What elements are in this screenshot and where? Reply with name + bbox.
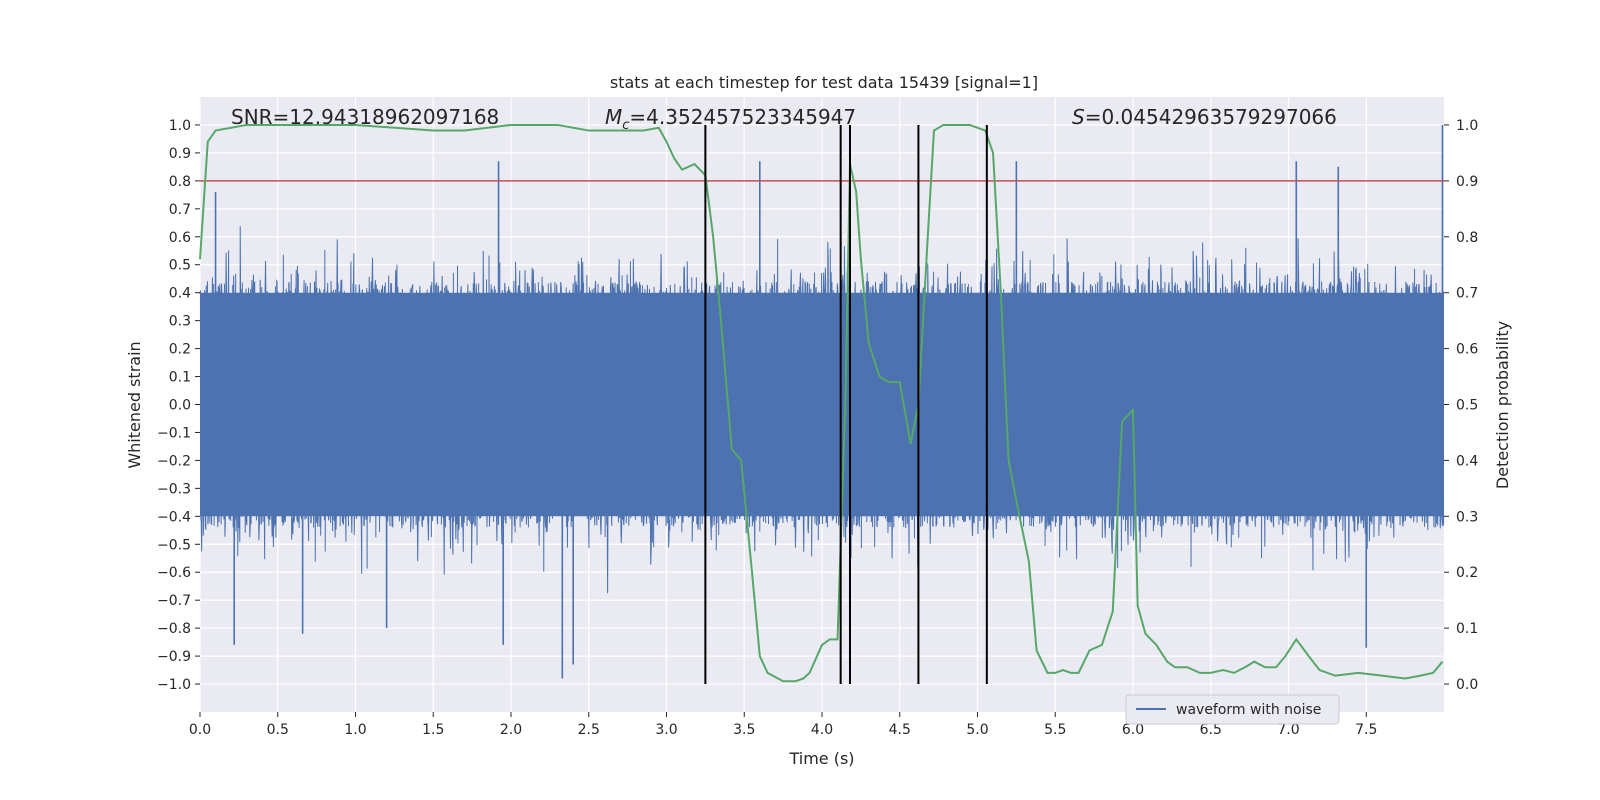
right-y-tick-label-0: 1.0 (1456, 118, 1478, 134)
left-y-tick-label-0: 1.0 (169, 118, 191, 134)
chart-title: stats at each timestep for test data 154… (610, 73, 1038, 92)
left-y-tick-label-12: −0.2 (157, 453, 191, 469)
left-y-tick-label-7: 0.3 (169, 314, 191, 330)
waveform-trace (199, 226, 1445, 594)
right-y-axis-ticks: 1.0 0.9 0.8 0.7 0.6 0.5 0.4 0.3 0.2 0.1 0.0 (1444, 118, 1478, 693)
left-y-tick-label-2: 0.8 (169, 174, 191, 190)
left-y-axis-label: Whitened strain (125, 341, 144, 468)
left-y-tick-label-10: 0.0 (169, 398, 191, 414)
chirp-mass-symbol: M (605, 105, 622, 129)
x-tick-label-3: 1.5 (422, 722, 444, 738)
s-annotation: S=0.04542963579297066 (1072, 105, 1337, 129)
right-y-tick-label-5: 0.5 (1456, 398, 1478, 414)
x-tick-label-5: 2.5 (578, 722, 600, 738)
right-y-tick-label-1: 0.9 (1456, 174, 1478, 190)
left-y-tick-label-15: −0.5 (157, 537, 191, 553)
left-y-tick-label-6: 0.4 (169, 286, 191, 302)
x-tick-label-4: 2.0 (500, 722, 522, 738)
right-y-tick-label-6: 0.4 (1456, 453, 1478, 469)
x-tick-label-7: 3.5 (733, 722, 755, 738)
x-tick-label-9: 4.5 (889, 722, 911, 738)
x-tick-label-14: 7.0 (1277, 722, 1299, 738)
chirp-mass-subscript: c (622, 118, 629, 133)
left-y-tick-label-8: 0.2 (169, 342, 191, 358)
right-y-tick-label-8: 0.2 (1456, 565, 1478, 581)
left-y-tick-label-11: −0.1 (157, 425, 191, 441)
right-y-tick-label-4: 0.6 (1456, 342, 1478, 358)
left-y-tick-label-3: 0.7 (169, 202, 191, 218)
detection-probability-line (199, 123, 1444, 683)
x-tick-label-0: 0.0 (189, 722, 211, 738)
left-y-tick-label-16: −0.6 (157, 565, 191, 581)
x-tick-label-10: 5.0 (966, 722, 988, 738)
right-y-tick-label-7: 0.3 (1456, 509, 1478, 525)
x-tick-label-2: 1.0 (344, 722, 366, 738)
x-tick-label-12: 6.0 (1122, 722, 1144, 738)
left-y-tick-label-14: −0.4 (157, 509, 191, 525)
vertical-markers (704, 124, 988, 685)
right-y-tick-label-3: 0.7 (1456, 286, 1478, 302)
left-y-tick-label-1: 0.9 (169, 146, 191, 162)
right-y-tick-label-9: 0.1 (1456, 621, 1478, 637)
left-y-tick-label-9: 0.1 (169, 370, 191, 386)
left-y-tick-label-17: −0.7 (157, 593, 191, 609)
legend: waveform with noise (1125, 694, 1340, 725)
snr-annotation: SNR=12.94318962097168 (231, 105, 499, 129)
x-tick-label-6: 3.0 (655, 722, 677, 738)
chirp-mass-value: =4.352457523345947 (629, 105, 856, 129)
s-symbol: S (1072, 105, 1085, 129)
left-y-tick-label-18: −0.8 (157, 621, 191, 637)
right-y-tick-label-2: 0.8 (1456, 230, 1478, 246)
x-tick-label-11: 5.5 (1044, 722, 1066, 738)
left-y-tick-label-4: 0.6 (169, 230, 191, 246)
x-tick-label-8: 4.0 (811, 722, 833, 738)
left-y-tick-label-20: −1.0 (157, 677, 191, 693)
legend-label-waveform: waveform with noise (1176, 702, 1321, 718)
left-y-tick-label-19: −0.9 (157, 649, 191, 665)
x-tick-label-13: 6.5 (1200, 722, 1222, 738)
left-y-tick-label-13: −0.3 (157, 481, 191, 497)
left-y-tick-label-5: 0.5 (169, 258, 191, 274)
s-value: =0.04542963579297066 (1085, 105, 1337, 129)
chirp-mass-annotation: Mc=4.352457523345947 (605, 105, 856, 133)
waveform-series (199, 124, 1445, 679)
left-y-axis-ticks: 1.0 0.9 0.8 0.7 0.6 0.5 0.4 0.3 0.2 0.1 0.0 −0.1 −0.… (157, 118, 200, 693)
legend-box (1125, 694, 1340, 725)
x-tick-label-1: 0.5 (267, 722, 289, 738)
right-y-tick-label-10: 0.0 (1456, 677, 1478, 693)
x-tick-label-15: 7.5 (1355, 722, 1377, 738)
right-y-axis-label: Detection probability (1493, 321, 1512, 489)
x-axis-ticks: 0.0 0.5 1.0 1.5 2.0 2.5 3.0 3.5 4.0 4.5 5.0 5.5 6.0 6… (189, 712, 1377, 738)
x-axis-label: Time (s) (788, 749, 854, 768)
